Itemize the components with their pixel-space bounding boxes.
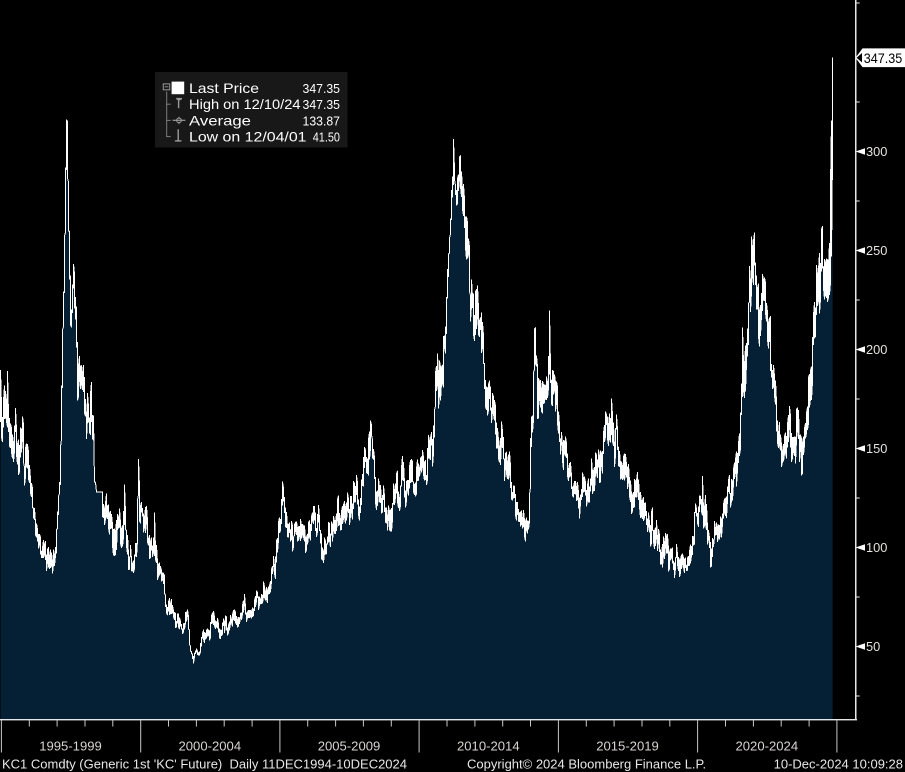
svg-text:Low on 12/04/01: Low on 12/04/01: [189, 129, 307, 145]
svg-text:Average: Average: [189, 112, 251, 128]
svg-text:41.50: 41.50: [313, 130, 340, 145]
svg-text:150: 150: [866, 441, 887, 456]
svg-text:200: 200: [866, 342, 887, 357]
svg-text:Copyright© 2024 Bloomberg Fina: Copyright© 2024 Bloomberg Finance L.P.: [467, 757, 706, 772]
svg-text:250: 250: [866, 243, 887, 258]
svg-text:2010-2014: 2010-2014: [457, 739, 520, 754]
svg-text:2015-2019: 2015-2019: [596, 739, 659, 754]
svg-text:1995-1999: 1995-1999: [39, 739, 102, 754]
svg-text:2020-2024: 2020-2024: [735, 739, 798, 754]
svg-text:2005-2009: 2005-2009: [318, 739, 381, 754]
svg-text:KC1 Comdty (Generic 1st 'KC' F: KC1 Comdty (Generic 1st 'KC' Future) Dai…: [2, 757, 407, 772]
svg-text:133.87: 133.87: [303, 113, 341, 128]
svg-text:347.35: 347.35: [303, 81, 341, 96]
svg-text:50: 50: [866, 639, 880, 654]
svg-text:300: 300: [866, 144, 887, 159]
svg-text:347.35: 347.35: [303, 97, 341, 112]
svg-text:High on 12/10/24: High on 12/10/24: [189, 96, 301, 112]
svg-text:347.35: 347.35: [864, 50, 903, 66]
svg-text:100: 100: [866, 540, 887, 555]
svg-text:10-Dec-2024 10:09:28: 10-Dec-2024 10:09:28: [774, 757, 903, 772]
svg-text:Last Price: Last Price: [189, 80, 259, 96]
svg-text:2000-2004: 2000-2004: [178, 739, 241, 754]
